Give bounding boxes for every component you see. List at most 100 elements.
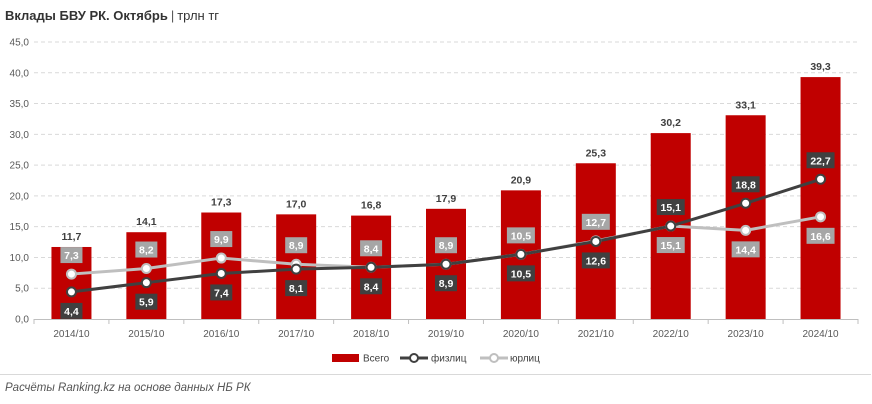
- y-tick-label: 0,0: [15, 315, 29, 326]
- y-tick-label: 25,0: [10, 161, 30, 172]
- legal-point: [215, 252, 227, 264]
- individuals-point: [665, 220, 677, 232]
- title-separator: |: [170, 8, 175, 23]
- legal-value-label: 8,9: [289, 240, 304, 252]
- legal-value-label: 14,4: [735, 244, 756, 256]
- x-tick-label: 2021/10: [578, 329, 615, 340]
- individuals-value-label: 4,4: [64, 306, 79, 318]
- individuals-label-box: [360, 278, 383, 295]
- individuals-value-label: 12,6: [586, 255, 607, 267]
- legal-label-box: [506, 227, 535, 244]
- x-tick-label: 2023/10: [728, 329, 765, 340]
- legal-label-box: [135, 241, 158, 258]
- individuals-point: [815, 173, 827, 185]
- title-unit: трлн тг: [177, 8, 220, 23]
- individuals-value-label: 22,7: [810, 155, 831, 167]
- chart-frame: [0, 374, 871, 375]
- individuals-point: [365, 261, 377, 273]
- legal-label-box: [656, 237, 685, 254]
- individuals-label-box: [656, 199, 685, 216]
- legal-label-box: [731, 241, 760, 258]
- y-tick-label: 30,0: [10, 130, 30, 141]
- bar-value-label: 16,8: [361, 200, 382, 212]
- individuals-label-box: [285, 280, 308, 297]
- bar-value-label: 17,3: [211, 197, 232, 209]
- individuals-label-box: [135, 293, 158, 310]
- individuals-point: [140, 277, 152, 289]
- individuals-label-box: [60, 302, 83, 319]
- individuals-label-box: [581, 252, 610, 269]
- x-tick-label: 2014/10: [53, 329, 90, 340]
- x-tick-label: 2020/10: [503, 329, 540, 340]
- legal-value-label: 8,4: [364, 243, 379, 255]
- bar-value-label: 25,3: [586, 147, 607, 159]
- y-tick-label: 40,0: [10, 68, 30, 79]
- legal-point: [65, 268, 77, 280]
- individuals-value-label: 18,8: [735, 179, 756, 191]
- bar-value-label: 20,9: [511, 174, 532, 186]
- individuals-label-box: [506, 265, 535, 282]
- legal-label-box: [285, 237, 308, 254]
- individuals-point: [440, 258, 452, 270]
- bar-total: [800, 77, 841, 319]
- legend-label-legal: юрлиц: [510, 354, 540, 365]
- individuals-label-box: [435, 275, 457, 292]
- legend-marker-legal: [489, 353, 499, 363]
- x-tick-label: 2022/10: [653, 329, 690, 340]
- chart-title: Вклады БВУ РК. Октябрь | трлн тг: [5, 8, 219, 23]
- individuals-label-box: [806, 152, 835, 169]
- individuals-point: [590, 235, 602, 247]
- legal-label-box: [581, 213, 610, 230]
- individuals-value-label: 5,9: [139, 297, 154, 309]
- legal-value-label: 9,9: [214, 234, 229, 246]
- bar-value-label: 17,9: [436, 193, 457, 205]
- bar-total: [201, 212, 242, 319]
- x-tick-label: 2018/10: [353, 329, 390, 340]
- x-tick-label: 2016/10: [203, 329, 240, 340]
- legend-swatch-total: [332, 354, 359, 362]
- legal-value-label: 8,9: [439, 240, 454, 252]
- individuals-value-label: 15,1: [661, 202, 682, 214]
- bar-value-label: 11,7: [62, 231, 82, 243]
- bar-value-label: 39,3: [810, 61, 831, 73]
- bar-value-label: 33,1: [735, 99, 756, 111]
- bar-value-label: 14,1: [136, 216, 157, 228]
- y-tick-label: 35,0: [10, 99, 30, 110]
- individuals-value-label: 7,4: [214, 287, 229, 299]
- bar-value-label: 17,0: [286, 198, 307, 210]
- legal-label-box: [60, 247, 83, 264]
- legal-value-label: 8,2: [139, 245, 154, 257]
- legal-value-label: 15,1: [661, 240, 682, 252]
- legal-point: [740, 224, 752, 236]
- y-tick-label: 5,0: [15, 284, 29, 295]
- individuals-point: [740, 197, 752, 209]
- individuals-value-label: 10,5: [511, 268, 532, 280]
- legal-value-label: 10,5: [511, 230, 532, 242]
- legal-value-label: 7,3: [64, 250, 79, 262]
- legal-value-label: 12,7: [586, 217, 607, 229]
- legal-point: [140, 263, 152, 275]
- individuals-point: [515, 248, 527, 260]
- individuals-point: [65, 286, 77, 298]
- y-tick-label: 15,0: [10, 222, 30, 233]
- bar-value-label: 30,2: [661, 117, 682, 129]
- legal-point: [815, 211, 827, 223]
- individuals-label-box: [210, 284, 233, 301]
- individuals-value-label: 8,4: [364, 281, 379, 293]
- bar-total: [725, 115, 766, 319]
- legal-label-box: [210, 231, 233, 248]
- legend-label-total: Всего: [363, 354, 390, 365]
- y-tick-label: 45,0: [10, 38, 30, 49]
- individuals-point: [215, 267, 227, 279]
- legal-label-box: [435, 237, 457, 254]
- x-tick-label: 2024/10: [802, 329, 839, 340]
- x-tick-label: 2019/10: [428, 329, 465, 340]
- legend-marker-individuals: [409, 353, 419, 363]
- individuals-value-label: 8,1: [289, 283, 304, 295]
- x-tick-label: 2015/10: [128, 329, 165, 340]
- y-tick-label: 10,0: [10, 253, 30, 264]
- chart: 0,0 5,0 10,0 15,0 20,0 25,0 30,0 35,0 40,0 45,0 20…: [10, 38, 859, 365]
- individuals-label-box: [731, 176, 760, 193]
- source-note: Расчёты Ranking.kz на основе данных НБ Р…: [5, 382, 251, 394]
- individuals-point: [290, 263, 302, 275]
